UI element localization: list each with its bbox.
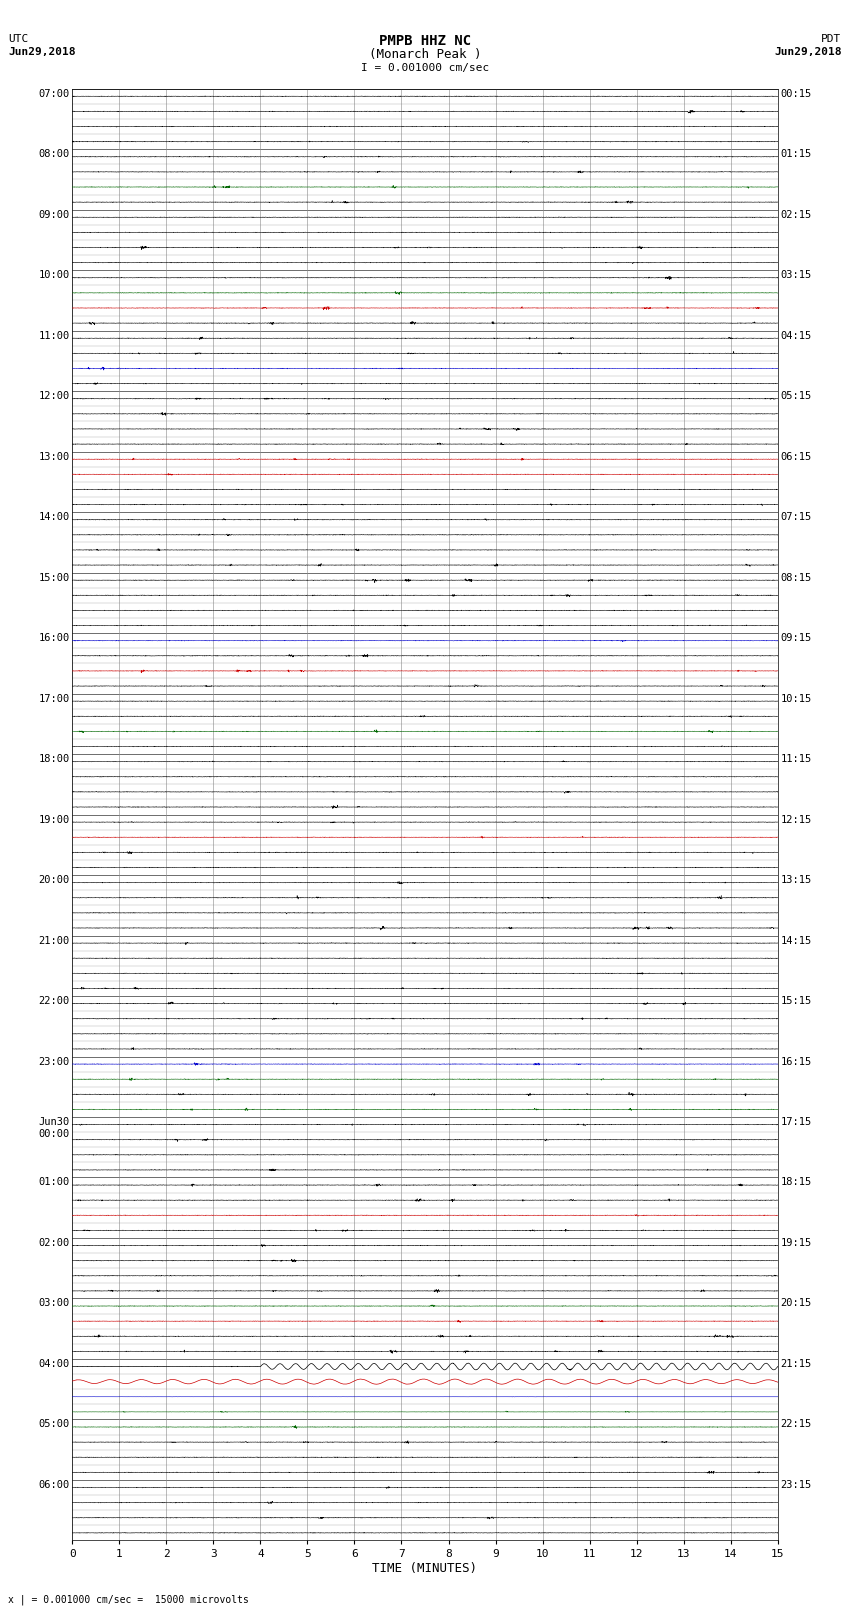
Text: Jun29,2018: Jun29,2018 (774, 47, 842, 56)
Text: (Monarch Peak ): (Monarch Peak ) (369, 48, 481, 61)
Text: Jun29,2018: Jun29,2018 (8, 47, 76, 56)
Text: I = 0.001000 cm/sec: I = 0.001000 cm/sec (361, 63, 489, 73)
X-axis label: TIME (MINUTES): TIME (MINUTES) (372, 1563, 478, 1576)
Text: PMPB HHZ NC: PMPB HHZ NC (379, 34, 471, 48)
Text: x | = 0.001000 cm/sec =  15000 microvolts: x | = 0.001000 cm/sec = 15000 microvolts (8, 1594, 249, 1605)
Text: PDT: PDT (821, 34, 842, 44)
Text: UTC: UTC (8, 34, 29, 44)
